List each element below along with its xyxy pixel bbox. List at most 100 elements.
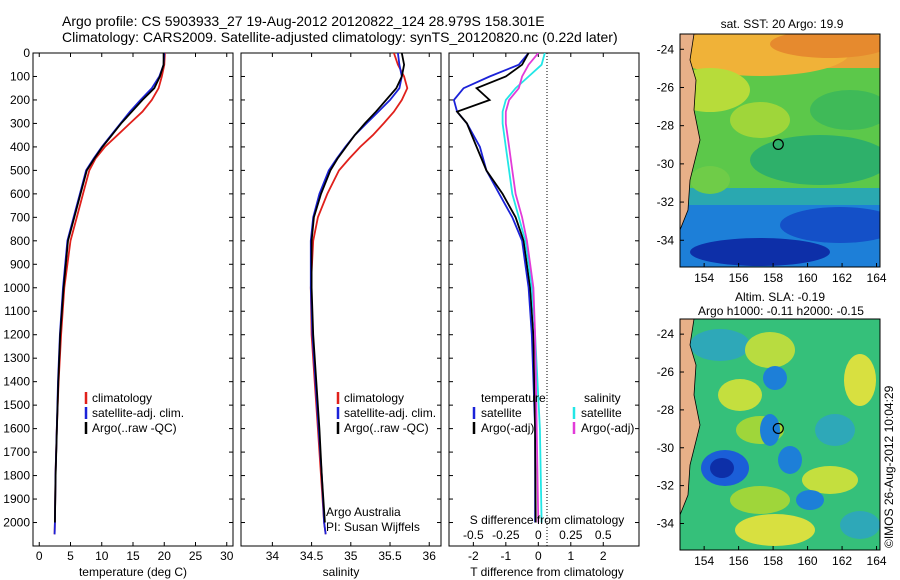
map-y-tick-label: -32 (657, 479, 675, 493)
map-x-tick-label: 154 (694, 271, 714, 285)
s-tick-label: -0.25 (492, 528, 520, 542)
map-x-tick-label: 158 (763, 271, 783, 285)
y-tick-label: 300 (10, 116, 30, 130)
map-y-tick-label: -30 (657, 441, 675, 455)
s-tick-label: 0 (535, 528, 542, 542)
series-line-s-argo (504, 53, 540, 523)
sst-argo-marker (772, 138, 784, 150)
x-tick-label: -1 (501, 549, 512, 563)
map-x-tick-label: 156 (729, 554, 749, 568)
salinity-legend: climatology satellite-adj. clim. Argo(..… (326, 391, 436, 534)
map-y-tick-label: -24 (657, 42, 675, 56)
map-x-tick-label: 162 (832, 554, 852, 568)
map-x-tick-label: 158 (763, 554, 783, 568)
sla-map-ticks: 154 156 158 160 162 164 -24 -26 -28 -30 -32 -34 (657, 327, 887, 568)
x-tick-label: 34.5 (300, 549, 324, 563)
x-tick-label: 10 (95, 549, 109, 563)
y-tick-label: 1200 (3, 328, 30, 342)
legend-label-t-argo: Argo(-adj) (481, 421, 534, 435)
x-tick-label: 25 (189, 549, 203, 563)
y-tick-label: 1300 (3, 351, 30, 365)
difference-axes (448, 52, 640, 547)
s-tick-label: 0.25 (559, 528, 583, 542)
x-tick-label: 30 (220, 549, 234, 563)
map-x-tick-label: 164 (867, 271, 887, 285)
y-tick-label: 1100 (4, 304, 30, 318)
series-line-satellite (53, 53, 166, 535)
y-tick-label: 1000 (3, 281, 30, 295)
legend-label-climatology: climatology (92, 391, 152, 405)
y-tick-label: 600 (10, 187, 30, 201)
x-tick-label: 5 (67, 549, 74, 563)
map-y-tick-label: -28 (657, 119, 675, 133)
y-tick-label: 1600 (3, 422, 30, 436)
salinity-lines (309, 53, 409, 535)
map-y-tick-label: -30 (657, 157, 675, 171)
salinity-note-line1: Argo Australia (326, 505, 401, 519)
map-x-tick-label: 160 (798, 554, 818, 568)
y-tick-label: 0 (23, 46, 30, 60)
y-tick-label: 1800 (3, 469, 30, 483)
difference-lines (452, 53, 546, 523)
map-y-tick-label: -24 (657, 327, 675, 341)
temperature-axis-ticks: 0 5 10 15 20 25 300100200300400500600700800900… (3, 46, 233, 563)
sst-map-frame (679, 33, 881, 268)
series-line-argo (310, 53, 406, 523)
y-tick-label: 200 (10, 93, 30, 107)
temperature-xlabel: temperature (deg C) (79, 565, 187, 579)
y-tick-label: 500 (10, 163, 30, 177)
sla-map-frame (679, 318, 881, 551)
map-x-tick-label: 160 (798, 271, 818, 285)
map-x-tick-label: 156 (729, 271, 749, 285)
y-tick-label: 1500 (3, 398, 30, 412)
map-x-tick-label: 154 (694, 554, 714, 568)
legend-label-climatology: climatology (344, 391, 404, 405)
legend-title-temperature: temperature (481, 391, 546, 405)
y-tick-label: 100 (10, 69, 30, 83)
y-tick-label: 900 (10, 257, 30, 271)
x-tick-label: 2 (600, 549, 607, 563)
header-line1: Argo profile: CS 5903933_27 19-Aug-2012 … (62, 13, 545, 29)
x-tick-label: 36 (423, 549, 437, 563)
series-line-satellite (309, 53, 403, 535)
salinity-xlabel: salinity (323, 565, 360, 579)
y-tick-label: 800 (10, 234, 30, 248)
map-y-tick-label: -26 (657, 365, 675, 379)
sla-map-image (680, 319, 880, 550)
s-tick-label: 0.5 (595, 528, 612, 542)
salinity-note-line2: PI: Susan Wijffels (326, 520, 420, 534)
temperature-lines (53, 53, 166, 535)
sst-map-image (680, 34, 880, 267)
y-tick-label: 700 (10, 210, 30, 224)
series-line-t-argo (455, 53, 537, 523)
temperature-legend: climatology satellite-adj. clim. Argo(..… (84, 391, 184, 435)
difference-axis-ticks: -2 -1 0 1 2 -0.5 -0.25 0 0.25 0.5 (449, 52, 639, 563)
x-tick-label: -2 (468, 549, 479, 563)
legend-label-t-satellite: satellite (481, 406, 522, 420)
x-tick-label: 35 (344, 549, 358, 563)
map-y-tick-label: -34 (657, 516, 675, 530)
difference-legend: temperature salinity satellite Argo(-adj… (472, 391, 634, 435)
map-x-tick-label: 164 (867, 554, 887, 568)
map-y-tick-label: -26 (657, 80, 675, 94)
sla-map-title2: Argo h1000: -0.11 h2000: -0.15 (698, 304, 864, 318)
x-tick-label: 15 (126, 549, 140, 563)
x-tick-label: 1 (567, 549, 574, 563)
x-tick-label: 34 (266, 549, 280, 563)
y-tick-label: 1400 (3, 375, 30, 389)
legend-label-satellite: satellite-adj. clim. (92, 406, 184, 420)
legend-label-argo: Argo(..raw -QC) (344, 421, 429, 435)
map-y-tick-label: -32 (657, 195, 675, 209)
legend-label-s-satellite: satellite (581, 406, 622, 420)
header-line2: Climatology: CARS2009. Satellite-adjuste… (62, 29, 618, 45)
legend-label-satellite: satellite-adj. clim. (344, 406, 436, 420)
sla-argo-marker (772, 422, 784, 435)
x-tick-label: 0 (36, 549, 43, 563)
x-tick-label: 35.5 (378, 549, 402, 563)
difference-xlabel: T difference from climatology (470, 565, 624, 579)
sla-map-title1: Altim. SLA: -0.19 (735, 290, 825, 304)
salinity-axes (240, 52, 442, 547)
y-tick-label: 1700 (3, 445, 30, 459)
sst-map-ticks: 154 156 158 160 162 164 -24 -26 -28 -30 -32 -34 (657, 42, 887, 285)
